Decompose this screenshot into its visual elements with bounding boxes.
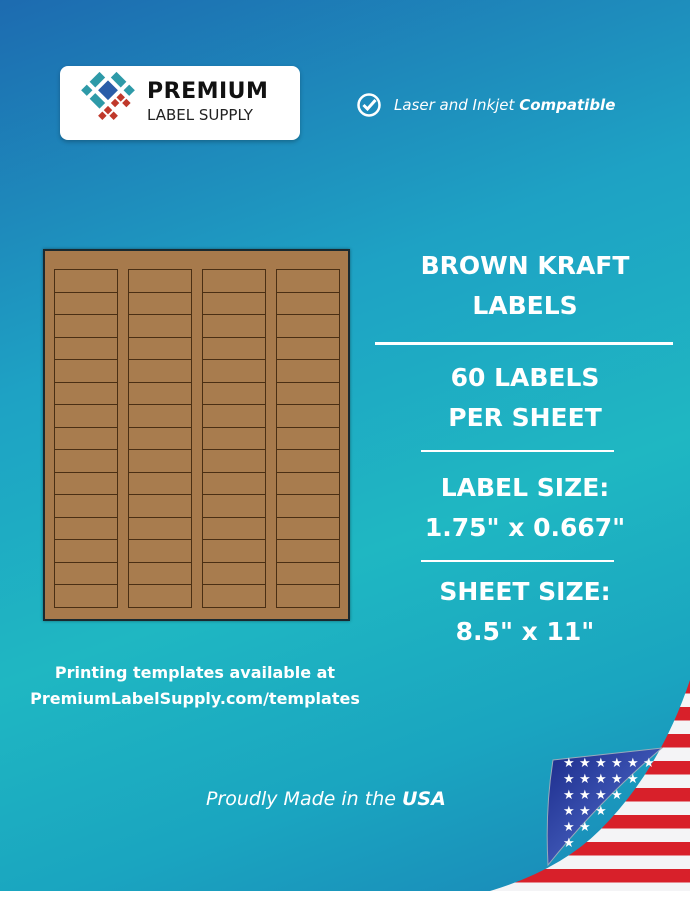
flag-star: ★ [563, 772, 575, 787]
flag-star: ★ [595, 772, 607, 787]
flag-star: ★ [595, 804, 607, 819]
divider [375, 342, 673, 345]
title-line: BROWN KRAFT [420, 251, 630, 280]
origin-text: Proudly Made in the [206, 788, 396, 810]
flag-stripe [490, 680, 690, 694]
flag-stripe [490, 693, 690, 707]
flag-star: ★ [611, 772, 623, 787]
divider [421, 450, 614, 452]
flag-star: ★ [611, 788, 623, 803]
flag-star: ★ [563, 836, 575, 851]
flag-stripe [490, 842, 690, 856]
flag-stripe [490, 855, 690, 869]
count-line: 60 LABELS [450, 363, 600, 392]
flag-stripe [490, 707, 690, 721]
flag-stripe [490, 869, 690, 883]
flag-stripe [490, 720, 690, 734]
flag-star: ★ [563, 804, 575, 819]
flag-star: ★ [611, 756, 623, 771]
compatibility-note: Laser and Inkjet Compatible [356, 92, 615, 118]
count-line: PER SHEET [448, 403, 602, 432]
label-sheet-preview [43, 249, 350, 621]
brand-logo: PREMIUM LABEL SUPPLY [60, 66, 300, 140]
logo-mark-icon [81, 71, 135, 120]
product-title: BROWN KRAFT LABELS [375, 246, 675, 326]
compatibility-text: Laser and Inkjet [394, 96, 515, 114]
flag-star: ★ [627, 772, 639, 787]
made-in-usa: Proudly Made in the USA [206, 788, 446, 810]
flag-stripe [490, 882, 690, 891]
flag-star: ★ [579, 772, 591, 787]
label-size: LABEL SIZE: 1.75" x 0.667" [375, 468, 675, 548]
flag-star: ★ [579, 756, 591, 771]
brand-subname: LABEL SUPPLY [147, 106, 253, 124]
product-banner: PREMIUM LABEL SUPPLY Laser and Inkjet Co… [0, 0, 690, 891]
label-size-value: 1.75" x 0.667" [424, 513, 626, 542]
flag-star: ★ [563, 788, 575, 803]
origin-emphasis: USA [401, 788, 446, 810]
flag-star: ★ [595, 788, 607, 803]
label-cell [54, 584, 118, 608]
templates-note: Printing templates available at PremiumLa… [20, 660, 370, 712]
label-cell [202, 584, 266, 608]
sheet-size: SHEET SIZE: 8.5" x 11" [375, 572, 675, 652]
sheet-size-value: 8.5" x 11" [455, 617, 595, 646]
brand-name: PREMIUM [147, 79, 269, 104]
templates-url[interactable]: PremiumLabelSupply.com/templates [30, 689, 360, 708]
flag-star: ★ [595, 756, 607, 771]
templates-text: Printing templates available at [54, 663, 336, 682]
title-line: LABELS [472, 291, 578, 320]
label-size-heading: LABEL SIZE: [440, 473, 610, 502]
flag-stripe [490, 734, 690, 748]
flag-star: ★ [643, 756, 655, 771]
label-cell [276, 584, 340, 608]
compatibility-emphasis: Compatible [519, 96, 616, 114]
check-circle-icon [357, 93, 381, 117]
label-cell [128, 584, 192, 608]
label-count: 60 LABELS PER SHEET [375, 358, 675, 438]
sheet-size-heading: SHEET SIZE: [439, 577, 611, 606]
flag-star: ★ [563, 756, 575, 771]
us-flag-icon: ★ ★ ★ ★ ★ ★★ ★ ★ ★ ★★ ★ ★ ★★ ★ ★★ ★★ [490, 680, 690, 891]
flag-star: ★ [627, 756, 639, 771]
flag-star: ★ [563, 820, 575, 835]
flag-star: ★ [579, 788, 591, 803]
flag-star: ★ [579, 820, 591, 835]
flag-star: ★ [579, 804, 591, 819]
divider [421, 560, 614, 562]
